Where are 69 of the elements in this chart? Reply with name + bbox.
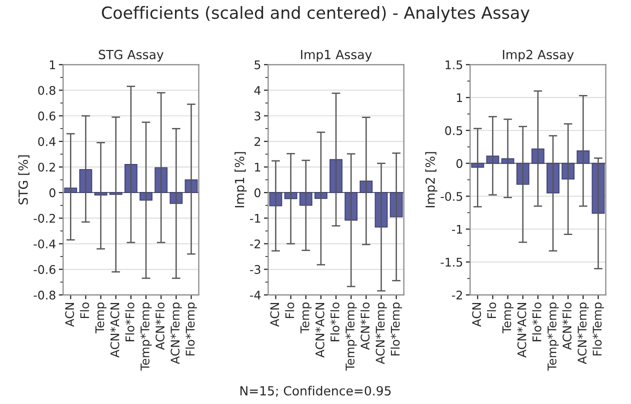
bar: [562, 162, 575, 180]
x-tick-label: Temp*Temp: [346, 302, 357, 371]
x-tick-label: Flo: [285, 302, 294, 318]
x-tick-label: ACN*ACN: [517, 303, 526, 358]
x-tick-label: Flo*Flo: [125, 302, 134, 342]
y-tick-label: -3: [250, 265, 260, 274]
x-tick-label: ACN*Temp: [578, 302, 589, 364]
y-tick-label: 5: [254, 60, 260, 70]
y-tick-label: 0.4: [38, 137, 56, 146]
bar: [154, 167, 168, 193]
x-tick-label: ACN*Flo: [155, 302, 165, 350]
bar: [314, 192, 328, 199]
x-tick-label: Flo*Temp: [186, 302, 197, 356]
y-tick-label: 0.6: [38, 112, 56, 120]
y-tick-label: 0.5: [445, 126, 462, 136]
y-tick-label: -0.5: [440, 192, 462, 201]
bar: [531, 148, 544, 164]
x-tick-label: Flo*Temp: [592, 302, 604, 356]
y-tick-label: -0.2: [34, 214, 55, 223]
x-tick-label: Flo: [486, 302, 496, 318]
x-tick-label: ACN*ACN: [315, 303, 324, 358]
chart-subtitle: STG Assay: [98, 50, 164, 62]
y-tick-label: -2: [452, 290, 462, 300]
y-tick-label: 1: [456, 93, 462, 102]
x-tick-label: Temp*Temp: [140, 302, 152, 371]
y-tick-label: -0.8: [34, 290, 56, 300]
x-tick-label: ACN: [270, 303, 280, 327]
x-tick-label: ACN*Flo: [360, 302, 370, 350]
y-tick-label: 4: [254, 86, 261, 95]
y-tick-label: 2: [254, 137, 260, 146]
x-tick-label: ACN*Flo: [562, 302, 572, 350]
text: N=15; Confidence=0.95: [240, 386, 391, 397]
bar: [124, 164, 138, 193]
x-tick-label: Temp: [95, 302, 106, 334]
x-tick-label: ACN*Temp: [170, 302, 182, 364]
text: Coefficients (scaled and centered) - Analytes Assay: [102, 6, 530, 22]
y-axis-title: Imp1 [%]: [234, 152, 247, 208]
x-tick-label: Flo*Flo: [532, 302, 542, 342]
y-tick-label: -2: [250, 239, 260, 248]
x-tick-label: Temp: [300, 302, 312, 334]
y-tick-label: -1.5: [440, 258, 462, 267]
y-tick-label: 0: [456, 159, 462, 168]
chart-subtitle: Imp2 Assay: [502, 50, 574, 62]
x-tick-label: ACN: [472, 303, 482, 327]
x-tick-label: Temp*Temp: [547, 302, 559, 371]
x-tick-label: Flo: [80, 302, 90, 318]
y-tick-label: -1: [452, 225, 462, 234]
x-tick-label: ACN*Temp: [376, 302, 387, 364]
y-tick-label: -0.4: [34, 239, 56, 248]
y-tick-label: 3: [254, 112, 260, 120]
x-tick-label: Flo*Temp: [390, 302, 402, 356]
y-tick-label: 1: [255, 162, 260, 172]
y-tick-label: -4: [250, 290, 261, 300]
y-tick-label: 0: [49, 188, 56, 198]
y-tick-label: 1.5: [446, 60, 462, 70]
y-tick-label: 0: [254, 188, 260, 198]
y-axis-title: Imp2 [%]: [425, 152, 438, 208]
bar: [344, 192, 358, 221]
y-tick-label: 0.8: [38, 86, 56, 95]
y-tick-label: -1: [250, 214, 260, 223]
y-axis-title: STG [%]: [18, 155, 30, 204]
y-tick-label: -0.6: [34, 265, 56, 274]
x-tick-label: ACN: [65, 303, 74, 327]
y-tick-label: 0.2: [38, 162, 55, 172]
x-tick-label: ACN*ACN: [110, 303, 120, 358]
x-tick-label: Temp: [502, 302, 514, 334]
chart-subtitle: Imp1 Assay: [301, 50, 372, 62]
x-tick-label: Flo*Flo: [330, 302, 340, 342]
y-tick-label: 1: [50, 60, 56, 70]
